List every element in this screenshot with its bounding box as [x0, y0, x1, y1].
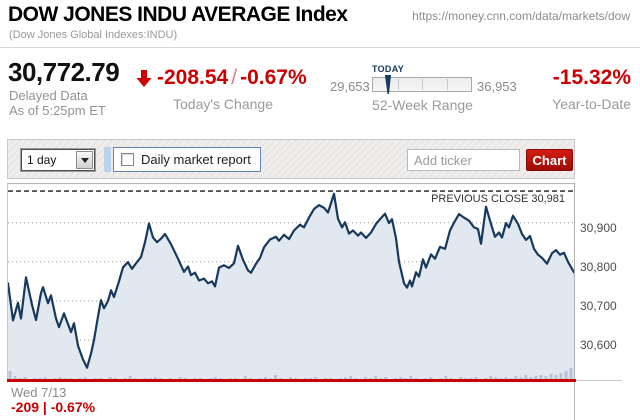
- volume-bar: [559, 373, 563, 381]
- volume-bar: [569, 368, 573, 381]
- change-value: -208.54: [157, 66, 229, 89]
- range-low-label: 29,653: [330, 79, 370, 94]
- price-chart-canvas: [8, 190, 574, 381]
- ticker-input[interactable]: [407, 149, 520, 171]
- footer-change-label: -209 | -0.67%: [11, 399, 96, 415]
- volume-bar: [128, 376, 132, 381]
- volume-bar: [534, 376, 538, 381]
- daily-report-accent: [104, 147, 111, 172]
- daily-report-checkbox[interactable]: [121, 153, 134, 166]
- volume-bar: [409, 376, 413, 381]
- ytd-value: -15.32%: [552, 66, 631, 89]
- change-separator: /: [231, 66, 238, 89]
- period-select[interactable]: 1 day: [20, 148, 96, 172]
- volume-bar: [374, 376, 378, 381]
- range-bar: [372, 75, 472, 94]
- todays-change-label: Today's Change: [173, 96, 273, 112]
- range-tick: [397, 79, 399, 90]
- volume-bar: [274, 375, 277, 381]
- y-axis-label: 30,600: [580, 337, 617, 352]
- right-border: [574, 382, 575, 420]
- volume-bar: [544, 376, 548, 381]
- ytd-label: Year-to-Date: [552, 96, 631, 112]
- chart-toolbar: 1 day Daily market report Chart: [7, 139, 575, 179]
- volume-bar: [514, 376, 518, 381]
- volume-bar: [554, 375, 558, 381]
- volume-bar: [489, 376, 493, 381]
- index-subtitle: (Dow Jones Global Indexes:INDU): [9, 29, 178, 41]
- volume-bar: [564, 371, 568, 381]
- price-area: [8, 193, 574, 381]
- volume-bar: [549, 374, 553, 381]
- down-arrow-icon: [136, 70, 152, 87]
- price-value: 30,772.79: [8, 57, 120, 87]
- price-line: [8, 192, 574, 369]
- volume-bar: [8, 371, 12, 381]
- volume-bar: [444, 376, 448, 381]
- date-label: Wed 7/13: [11, 385, 67, 400]
- daily-report-box[interactable]: Daily market report: [113, 147, 261, 172]
- price-chart: PREVIOUS CLOSE 30,981: [7, 183, 575, 381]
- today-label: TODAY: [371, 64, 404, 74]
- daily-report-button[interactable]: Daily market report: [104, 147, 261, 172]
- period-select-value: 1 day: [27, 153, 57, 167]
- header-divider: [0, 47, 640, 48]
- todays-change-value: -208.54/-0.67%: [157, 66, 307, 90]
- baseline-extension: [576, 380, 622, 381]
- y-axis-label: 30,700: [580, 298, 617, 313]
- range-tick: [422, 79, 423, 90]
- change-percent: -0.67%: [240, 66, 307, 89]
- volume-bar: [539, 375, 543, 381]
- delayed-data-label: Delayed Data: [9, 88, 88, 103]
- page-url[interactable]: https://money.cnn.com/data/markets/dow: [412, 9, 630, 23]
- today-marker-icon: [384, 75, 392, 94]
- daily-report-label: Daily market report: [141, 152, 251, 167]
- select-dropdown-button[interactable]: [76, 151, 93, 169]
- timestamp-label: As of 5:25pm ET: [9, 103, 106, 118]
- session-baseline: [7, 379, 576, 382]
- previous-close-label: PREVIOUS CLOSE 30,981: [431, 193, 565, 205]
- volume-bar: [349, 376, 353, 381]
- y-axis-label: 30,900: [580, 220, 617, 235]
- page-title: DOW JONES INDU AVERAGE Index: [8, 3, 348, 26]
- volume-bar: [524, 375, 528, 381]
- volume-bar: [243, 376, 247, 381]
- range-tick: [446, 79, 448, 90]
- chart-button[interactable]: Chart: [526, 149, 573, 171]
- volume-bar: [13, 376, 17, 381]
- caret-down-icon: [80, 157, 89, 163]
- week-range-label: 52-Week Range: [372, 97, 473, 113]
- y-axis-label: 30,800: [580, 259, 617, 274]
- range-high-label: 36,953: [477, 79, 517, 94]
